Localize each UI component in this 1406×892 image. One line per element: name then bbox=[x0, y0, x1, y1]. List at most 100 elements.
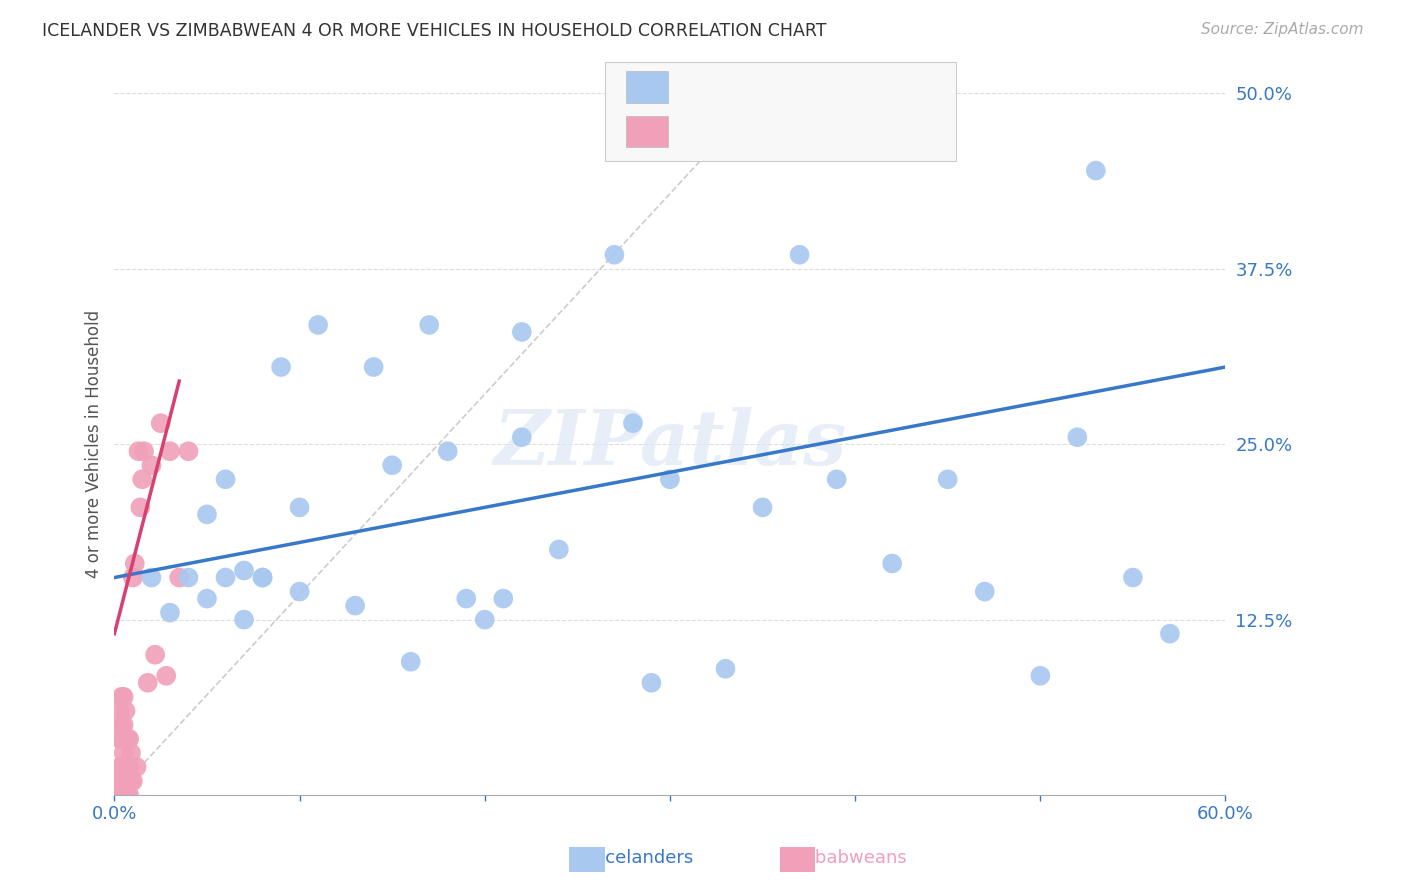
Point bbox=[114, 774, 136, 789]
Point bbox=[973, 584, 995, 599]
Point bbox=[510, 325, 533, 339]
Point bbox=[547, 542, 569, 557]
Point bbox=[143, 648, 166, 662]
Point bbox=[492, 591, 515, 606]
Point bbox=[112, 774, 135, 789]
Text: R = 0.432   N = 49: R = 0.432 N = 49 bbox=[679, 121, 865, 141]
Point bbox=[111, 760, 134, 774]
Point bbox=[233, 613, 256, 627]
Point bbox=[108, 731, 131, 746]
Point bbox=[120, 774, 142, 789]
Point bbox=[114, 760, 136, 774]
Point bbox=[112, 718, 135, 732]
Point bbox=[114, 704, 136, 718]
Point bbox=[112, 788, 135, 802]
Point bbox=[120, 746, 142, 760]
Point bbox=[751, 500, 773, 515]
Point bbox=[117, 731, 139, 746]
Point bbox=[111, 718, 134, 732]
Point bbox=[1029, 669, 1052, 683]
Point bbox=[825, 472, 848, 486]
Point bbox=[621, 416, 644, 430]
Point bbox=[111, 774, 134, 789]
Text: Source: ZipAtlas.com: Source: ZipAtlas.com bbox=[1201, 22, 1364, 37]
Point bbox=[114, 731, 136, 746]
Point bbox=[117, 774, 139, 789]
Point bbox=[177, 570, 200, 584]
Point bbox=[252, 570, 274, 584]
Point bbox=[108, 704, 131, 718]
Point bbox=[112, 690, 135, 704]
Point bbox=[108, 788, 131, 802]
Point bbox=[1122, 570, 1144, 584]
Point bbox=[882, 557, 904, 571]
Point bbox=[418, 318, 440, 332]
Point bbox=[474, 613, 496, 627]
Point bbox=[640, 675, 662, 690]
Text: ICELANDER VS ZIMBABWEAN 4 OR MORE VEHICLES IN HOUSEHOLD CORRELATION CHART: ICELANDER VS ZIMBABWEAN 4 OR MORE VEHICL… bbox=[42, 22, 827, 40]
Point bbox=[233, 564, 256, 578]
Text: ZIPatlas: ZIPatlas bbox=[494, 408, 846, 481]
Point bbox=[112, 731, 135, 746]
Point bbox=[122, 570, 145, 584]
Point bbox=[114, 788, 136, 802]
Point bbox=[118, 788, 141, 802]
Text: Zimbabweans: Zimbabweans bbox=[780, 849, 907, 867]
Point bbox=[456, 591, 478, 606]
Point bbox=[436, 444, 458, 458]
Point bbox=[159, 606, 181, 620]
Point bbox=[344, 599, 367, 613]
Point bbox=[1084, 163, 1107, 178]
Point bbox=[117, 788, 139, 802]
Point bbox=[108, 774, 131, 789]
Point bbox=[252, 570, 274, 584]
Point bbox=[129, 500, 152, 515]
Point bbox=[167, 570, 190, 584]
Point bbox=[131, 472, 153, 486]
Point bbox=[132, 444, 155, 458]
Point bbox=[363, 359, 385, 374]
Point bbox=[155, 669, 177, 683]
Point bbox=[714, 662, 737, 676]
Point bbox=[112, 788, 135, 802]
Point bbox=[789, 248, 811, 262]
Point bbox=[195, 591, 218, 606]
Point bbox=[117, 760, 139, 774]
Point bbox=[141, 458, 163, 473]
Point bbox=[141, 570, 163, 584]
Point bbox=[288, 584, 311, 599]
Point bbox=[658, 472, 681, 486]
Point bbox=[399, 655, 422, 669]
Point bbox=[177, 444, 200, 458]
Point bbox=[214, 472, 236, 486]
Point bbox=[1159, 626, 1181, 640]
Point bbox=[159, 444, 181, 458]
Point bbox=[111, 788, 134, 802]
Point bbox=[270, 359, 292, 374]
Point bbox=[127, 444, 149, 458]
Point bbox=[112, 760, 135, 774]
Point bbox=[118, 760, 141, 774]
Point bbox=[288, 500, 311, 515]
Point bbox=[381, 458, 404, 473]
Point bbox=[1066, 430, 1088, 444]
Point bbox=[307, 318, 329, 332]
Point bbox=[195, 508, 218, 522]
Point bbox=[122, 774, 145, 789]
Point bbox=[510, 430, 533, 444]
Text: Icelanders: Icelanders bbox=[600, 849, 693, 867]
Point bbox=[112, 746, 135, 760]
Point bbox=[111, 731, 134, 746]
Point bbox=[118, 731, 141, 746]
Point bbox=[214, 570, 236, 584]
Point bbox=[108, 760, 131, 774]
Point bbox=[603, 248, 626, 262]
Point bbox=[111, 690, 134, 704]
Point bbox=[149, 416, 172, 430]
Point bbox=[124, 557, 146, 571]
Point bbox=[136, 675, 159, 690]
Y-axis label: 4 or more Vehicles in Household: 4 or more Vehicles in Household bbox=[86, 310, 103, 578]
Point bbox=[125, 760, 148, 774]
Point bbox=[936, 472, 959, 486]
Text: R = 0.342   N = 43: R = 0.342 N = 43 bbox=[679, 77, 865, 96]
